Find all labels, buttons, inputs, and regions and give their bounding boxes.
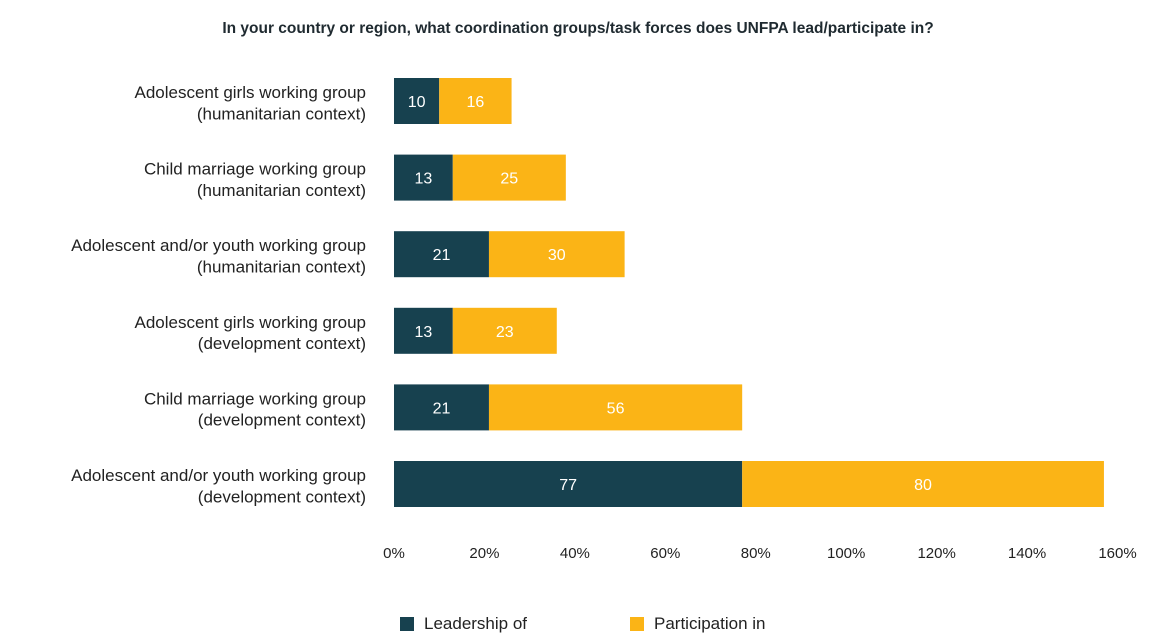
x-tick-label: 20% bbox=[469, 545, 499, 562]
category-label: Adolescent girls working group (humanitar… bbox=[134, 83, 366, 123]
bar-segment-leadership bbox=[394, 78, 440, 124]
x-tick-label: 60% bbox=[650, 545, 680, 562]
chart-title: In your country or region, what coordina… bbox=[222, 20, 934, 37]
category-labels: Adolescent girls working group (humanitar… bbox=[71, 83, 366, 506]
bar-value-label: 25 bbox=[500, 171, 518, 188]
bar-segment-leadership bbox=[394, 154, 453, 201]
bar-segment-participation bbox=[488, 384, 743, 431]
category-label: Adolescent girls working group (developme… bbox=[134, 313, 366, 353]
bar-value-label: 23 bbox=[496, 324, 514, 341]
x-tick-label: 120% bbox=[917, 545, 955, 562]
x-tick-label: 140% bbox=[1008, 545, 1046, 562]
bar-value-label: 10 bbox=[408, 94, 426, 111]
bar-value-label: 13 bbox=[414, 171, 432, 188]
category-label: Child marriage working group (development… bbox=[144, 389, 366, 429]
category-label-line: Adolescent and/or youth working group bbox=[71, 236, 366, 255]
category-label-line: Adolescent girls working group bbox=[134, 313, 366, 332]
bar-value-label: 30 bbox=[548, 247, 566, 264]
bar-value-label: 80 bbox=[914, 477, 932, 494]
bar-value-label: 21 bbox=[433, 247, 451, 264]
legend-item-participation: Participation in bbox=[630, 614, 820, 634]
x-axis-tick-labels: 0% 20% 40% 60% 80% 100% 120% 140% 160% bbox=[383, 545, 1137, 562]
bar-value-label: 21 bbox=[433, 400, 451, 417]
bar-value-label: 16 bbox=[466, 94, 484, 111]
x-tick-label: 0% bbox=[383, 545, 405, 562]
bar-segment-participation bbox=[488, 231, 625, 278]
category-label-line: Child marriage working group bbox=[144, 160, 366, 179]
bars: 10 16 13 25 21 30 13 23 21 56 77 80 bbox=[394, 78, 1104, 507]
category-label-line: (development context) bbox=[198, 411, 366, 430]
bar-value-label: 56 bbox=[607, 400, 625, 417]
category-label-line: (humanitarian context) bbox=[197, 104, 366, 123]
x-tick-label: 40% bbox=[560, 545, 590, 562]
bar-segment-participation bbox=[742, 461, 1104, 507]
x-tick-label: 100% bbox=[827, 545, 865, 562]
category-label-line: Adolescent girls working group bbox=[134, 83, 366, 102]
category-label-line: Child marriage working group bbox=[144, 389, 366, 408]
legend: Leadership of Participation in bbox=[400, 614, 820, 634]
category-label-line: (humanitarian context) bbox=[197, 257, 366, 276]
legend-swatch-leadership bbox=[400, 617, 414, 631]
legend-label-participation: Participation in bbox=[654, 614, 766, 633]
legend-swatch-participation bbox=[630, 617, 644, 631]
bar-segment-leadership bbox=[394, 231, 489, 278]
bar-value-label: 13 bbox=[414, 324, 432, 341]
bar-segment-participation bbox=[452, 154, 566, 201]
category-label: Adolescent and/or youth working group (hu… bbox=[71, 236, 366, 276]
legend-item-leadership: Leadership of bbox=[400, 614, 590, 634]
category-label-line: (development context) bbox=[198, 487, 366, 506]
bar-segment-participation bbox=[439, 78, 512, 124]
legend-label-leadership: Leadership of bbox=[424, 614, 528, 633]
category-label-line: Adolescent and/or youth working group bbox=[71, 466, 366, 485]
category-label-line: (development context) bbox=[198, 334, 366, 353]
x-tick-label: 160% bbox=[1098, 545, 1136, 562]
category-label: Adolescent and/or youth working group (de… bbox=[71, 466, 366, 506]
x-tick-label: 80% bbox=[741, 545, 771, 562]
category-label: Child marriage working group (humanitaria… bbox=[144, 160, 366, 200]
bar-segment-leadership bbox=[394, 307, 453, 354]
category-label-line: (humanitarian context) bbox=[197, 181, 366, 200]
bar-value-label: 77 bbox=[559, 477, 577, 494]
bar-segment-participation bbox=[452, 307, 557, 354]
bar-segment-leadership bbox=[394, 384, 489, 431]
bar-segment-leadership bbox=[394, 461, 743, 507]
